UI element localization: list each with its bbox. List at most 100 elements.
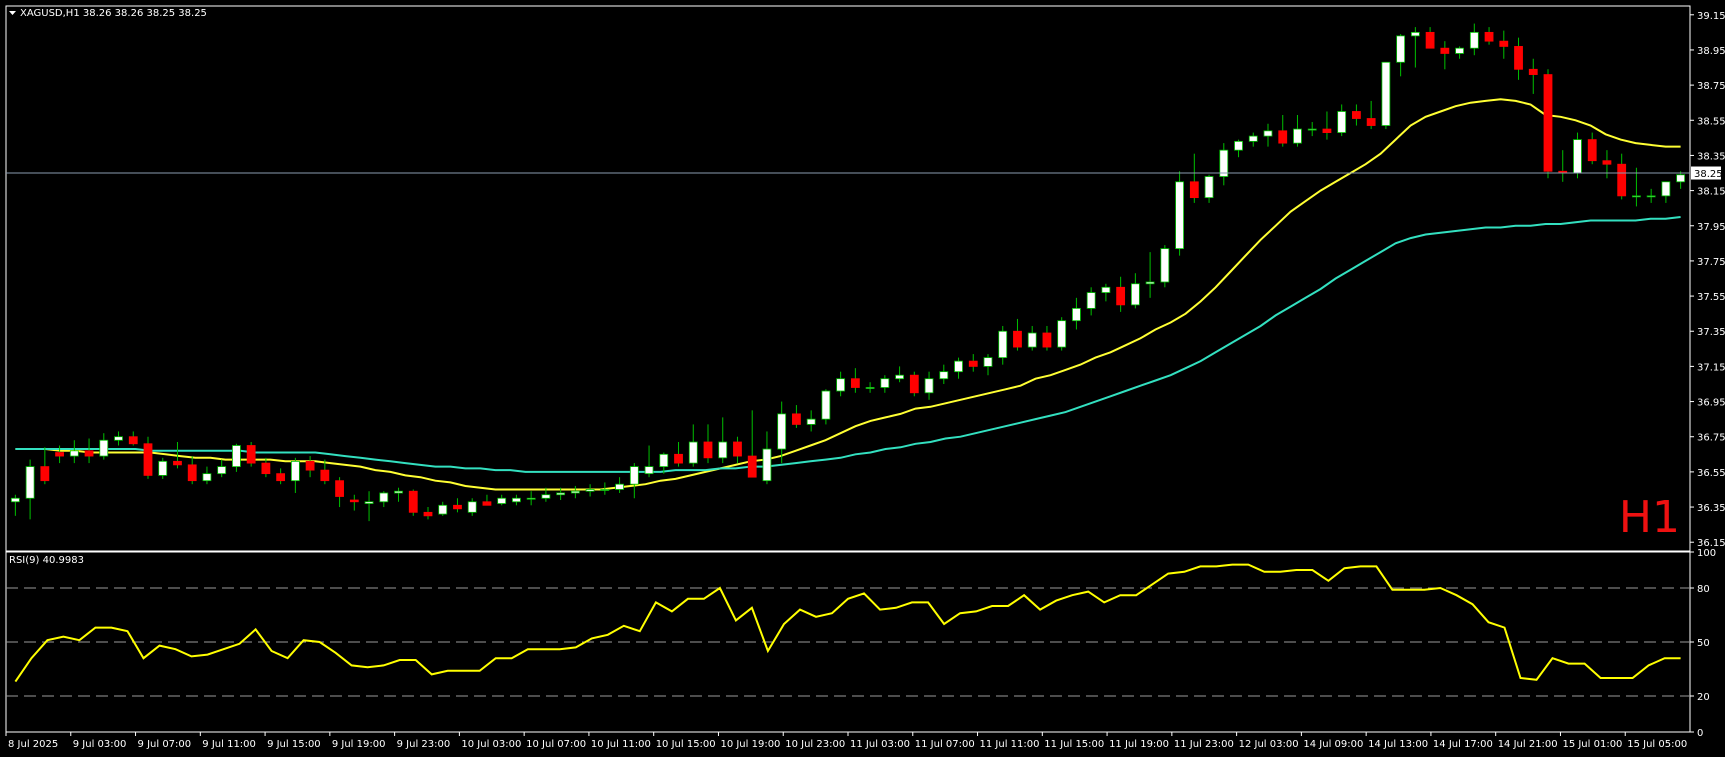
bull-candle [1057, 320, 1067, 348]
bear-candle [143, 443, 153, 476]
bear-candle [1602, 160, 1612, 165]
bull-candle [688, 441, 698, 464]
bull-candle [629, 466, 639, 485]
bull-candle [158, 460, 168, 476]
symbol-header[interactable]: XAGUSD,H1 38.26 38.26 38.25 38.25 [9, 8, 207, 19]
price-tick-label: 36.75 [1697, 433, 1725, 444]
bull-candle [1396, 35, 1406, 63]
bull-candle [69, 450, 79, 457]
price-tick-label: 36.55 [1697, 468, 1725, 479]
bear-candle [423, 511, 433, 517]
bear-candle [968, 360, 978, 367]
time-tick-label: 11 Jul 11:00 [980, 739, 1040, 750]
rsi-tick-label: 50 [1697, 638, 1710, 649]
bear-candle [305, 460, 315, 471]
bear-candle [453, 504, 462, 510]
time-tick-label: 14 Jul 21:00 [1498, 739, 1558, 750]
bull-candle [1337, 111, 1347, 133]
bull-candle [954, 360, 963, 373]
bear-candle [747, 455, 757, 478]
bull-candle [585, 489, 595, 492]
rsi-series [14, 563, 1681, 683]
bull-candle [1101, 286, 1111, 293]
bear-candle [733, 441, 742, 457]
bear-candle [408, 490, 418, 513]
bull-candle [924, 378, 934, 394]
time-tick-label: 14 Jul 09:00 [1303, 739, 1363, 750]
price-tick-label: 38.35 [1697, 151, 1725, 162]
time-tick-label: 8 Jul 2025 [8, 739, 58, 750]
time-tick-label: 9 Jul 11:00 [202, 739, 256, 750]
time-tick-label: 14 Jul 13:00 [1368, 739, 1428, 750]
bull-candle [202, 473, 212, 482]
bull-candle [615, 483, 624, 490]
bear-candle [261, 462, 271, 475]
time-tick-label: 11 Jul 07:00 [915, 739, 975, 750]
bull-candle [600, 489, 610, 491]
price-tick-label: 37.55 [1697, 292, 1725, 303]
bull-candle [290, 460, 300, 482]
bull-candle [438, 504, 448, 515]
bear-candle [1322, 128, 1332, 133]
bear-candle [674, 453, 683, 464]
bull-candle [570, 490, 580, 494]
bear-candle [1528, 68, 1538, 75]
bull-candle [777, 413, 787, 450]
price-tick-label: 37.75 [1697, 257, 1725, 268]
price-tick-label: 38.75 [1697, 81, 1725, 92]
bull-candle [1145, 281, 1155, 285]
price-tick-label: 38.15 [1697, 187, 1725, 198]
bull-candle [1661, 181, 1671, 197]
bull-candle [217, 466, 227, 475]
bear-candle [349, 499, 359, 503]
bull-candle [895, 374, 904, 380]
bull-candle [762, 448, 772, 482]
bear-candle [792, 413, 801, 425]
price-pane-frame [5, 5, 1691, 552]
collapse-arrow-icon[interactable] [9, 11, 16, 15]
time-tick-label: 9 Jul 23:00 [397, 739, 451, 750]
time-tick-label: 12 Jul 03:00 [1239, 739, 1299, 750]
bull-candle [1573, 139, 1582, 174]
bull-candle [467, 501, 477, 513]
price-pane[interactable]: 39.15 38.95 38.75 38.55 38.35 38.15 37.95 37.75… [5, 5, 1725, 552]
bull-candle [1455, 47, 1464, 54]
bull-candle [1646, 195, 1656, 198]
time-tick-label: 9 Jul 03:00 [73, 739, 127, 750]
bull-candle [806, 418, 816, 425]
bull-candle [1676, 174, 1686, 183]
bull-candle [939, 371, 949, 380]
time-axis: 8 Jul 2025 9 Jul 03:00 9 Jul 07:00 9 Jul 11… [5, 732, 1687, 750]
symbol-title: XAGUSD,H1 38.26 38.26 38.25 38.25 [20, 8, 207, 19]
time-tick-label: 10 Jul 11:00 [591, 739, 651, 750]
bull-candle [99, 439, 109, 457]
bear-candle [1425, 31, 1435, 49]
price-tick-label: 36.95 [1697, 398, 1725, 409]
bull-candle [1307, 128, 1317, 131]
rsi-tick-label: 20 [1697, 692, 1710, 703]
bull-candle [1027, 332, 1037, 348]
bear-candle [1617, 163, 1627, 197]
price-tick-label: 38.55 [1697, 116, 1725, 127]
ma-slow-line [15, 216, 1681, 473]
bull-candle [556, 492, 566, 496]
bull-candle [114, 436, 123, 441]
bull-candle [1072, 307, 1081, 322]
time-tick-label: 10 Jul 23:00 [785, 739, 845, 750]
time-tick-label: 9 Jul 15:00 [267, 739, 321, 750]
bear-candle [1366, 118, 1376, 126]
bull-candle [497, 497, 507, 504]
bull-candle [394, 490, 403, 494]
price-tick-label: 36.15 [1697, 538, 1725, 549]
bull-candle [379, 492, 389, 503]
bear-candle [40, 466, 50, 482]
bull-candle [10, 497, 20, 503]
bull-candle [644, 466, 654, 475]
time-tick-label: 11 Jul 15:00 [1044, 739, 1104, 750]
bear-candle [1189, 181, 1199, 199]
bear-candle [55, 452, 64, 457]
bull-candle [512, 497, 521, 503]
bull-candle [998, 330, 1008, 359]
